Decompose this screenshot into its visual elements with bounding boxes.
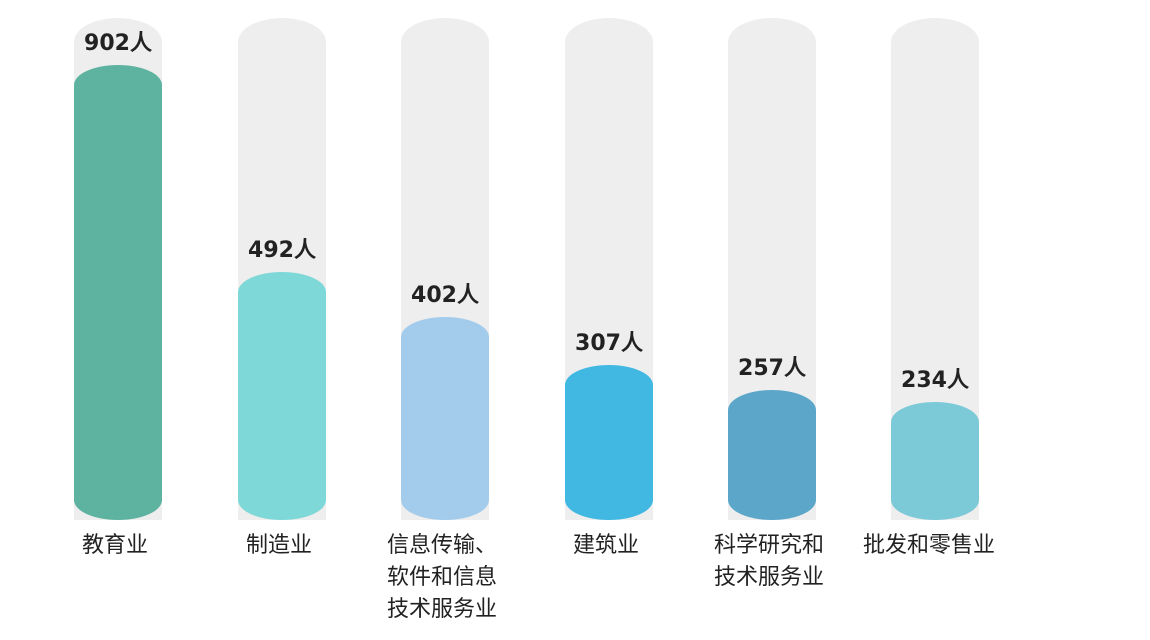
value-label: 492人: [248, 237, 316, 263]
bar: [238, 271, 326, 520]
value-label: 307人: [575, 331, 643, 357]
bar: [728, 390, 816, 520]
value-label: 257人: [738, 356, 806, 382]
category-label: 制造业: [246, 533, 313, 558]
category-label: 信息传输、软件和信息技术服务业: [387, 533, 498, 622]
bar: [401, 317, 489, 520]
value-label: 234人: [901, 367, 969, 393]
category-label: 批发和零售业: [863, 533, 996, 558]
bar: [74, 65, 162, 520]
value-label: 402人: [411, 283, 479, 309]
bar: [565, 365, 653, 520]
category-label: 科学研究和技术服务业: [714, 533, 825, 590]
category-label: 建筑业: [573, 533, 640, 558]
value-label: 902人: [84, 31, 152, 56]
bar: [891, 401, 979, 520]
category-label: 教育业: [82, 533, 149, 558]
